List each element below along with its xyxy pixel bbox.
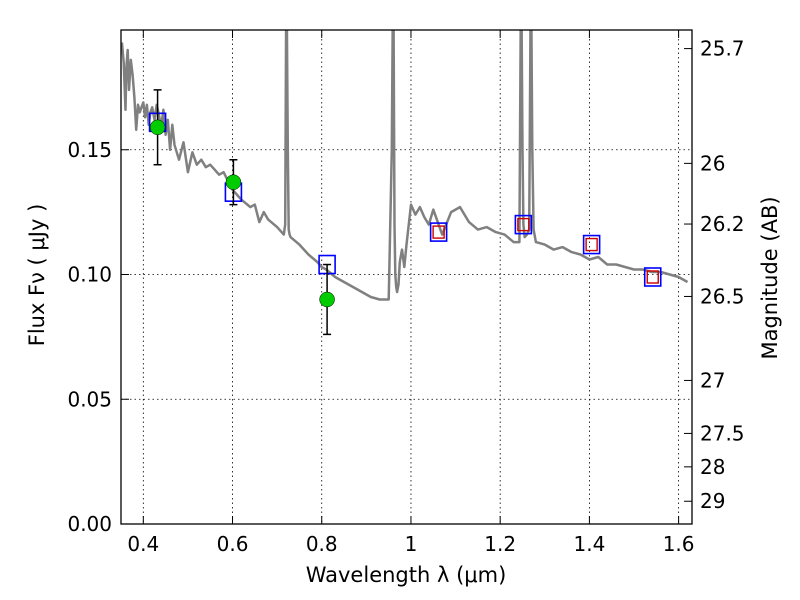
red-inner-square [585, 237, 598, 252]
mag-tick-label: 26 [700, 151, 725, 175]
photometry-markers [148, 89, 662, 336]
ticks: 0.4 0.6 0.8 1 1.2 1.4 1.6 0.00 0.05 0.10 0.15 25.7 2… [67, 30, 745, 556]
observed-point [225, 174, 242, 190]
red-inner-square [432, 225, 445, 239]
x-tick-label: 1.6 [663, 532, 695, 556]
x-tick-label: 0.4 [127, 532, 159, 556]
x-tick-label: 1.2 [484, 532, 516, 556]
observed-point [149, 119, 166, 136]
y-tick-label: 0.10 [67, 263, 112, 287]
mag-tick-label: 28 [700, 455, 725, 479]
mag-tick-label: 29 [700, 489, 725, 513]
mag-tick-label: 25.7 [700, 37, 745, 61]
plot-frame [120, 29, 693, 525]
model-photometry-square [643, 267, 662, 287]
mag-tick-label: 27 [700, 368, 725, 392]
y-axis-label: Flux Fν ( μJy ) [25, 204, 49, 347]
mag-tick-label: 27.5 [700, 421, 745, 445]
y-axis-label-right: Magnitude (AB) [758, 196, 782, 359]
x-tick-label: 0.6 [217, 532, 249, 556]
model-photometry-square [514, 214, 533, 235]
red-inner-square [517, 217, 530, 232]
x-axis-label: Wavelength λ (μm) [306, 563, 507, 587]
red-inner-square [646, 270, 659, 284]
y-tick-label: 0.00 [67, 512, 112, 536]
x-tick-label: 1.4 [573, 532, 605, 556]
model-photometry-square [429, 222, 448, 242]
y-tick-label: 0.15 [67, 138, 112, 162]
mag-tick-label: 26.5 [700, 284, 745, 308]
x-tick-label: 0.8 [306, 532, 338, 556]
model-photometry-square [582, 234, 601, 255]
x-tick-label: 1 [405, 532, 418, 556]
y-tick-label: 0.05 [67, 387, 112, 411]
observed-point [319, 291, 335, 308]
mag-tick-label: 26.2 [700, 212, 745, 236]
